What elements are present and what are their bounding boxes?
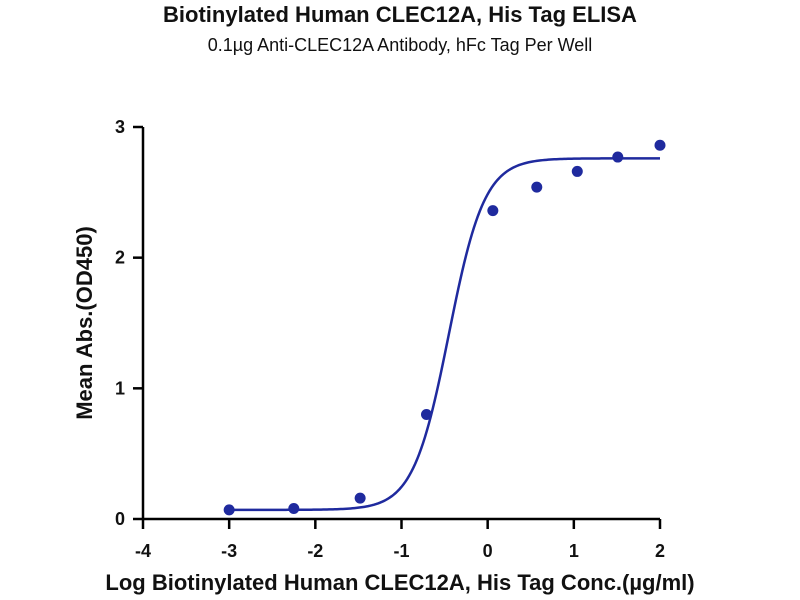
data-points xyxy=(223,139,666,516)
data-point xyxy=(654,139,666,151)
data-point xyxy=(288,503,300,515)
x-ticks: -4 -3 -2 -1 0 1 2 xyxy=(135,519,665,561)
data-point xyxy=(612,151,624,163)
y-tick-label: 0 xyxy=(115,509,125,529)
chart-title: Biotinylated Human CLEC12A, His Tag ELIS… xyxy=(163,2,637,27)
x-tick-label: -1 xyxy=(393,541,409,561)
data-point xyxy=(354,492,366,504)
y-tick-label: 1 xyxy=(115,378,125,398)
y-ticks: 0 1 2 3 xyxy=(115,117,143,529)
fit-curve xyxy=(229,157,660,512)
data-point xyxy=(531,181,543,193)
x-tick-label: 0 xyxy=(483,541,493,561)
chart-subtitle: 0.1µg Anti-CLEC12A Antibody, hFc Tag Per… xyxy=(207,35,593,55)
x-tick-label: 1 xyxy=(569,541,579,561)
x-tick-label: -4 xyxy=(135,541,151,561)
x-tick-label: -2 xyxy=(307,541,323,561)
data-point xyxy=(571,165,583,177)
y-axis-label: Mean Abs.(OD450) xyxy=(72,226,97,420)
x-tick-label: 2 xyxy=(655,541,665,561)
axes xyxy=(141,127,660,521)
data-point xyxy=(420,408,432,420)
x-tick-label: -3 xyxy=(221,541,237,561)
y-tick-label: 2 xyxy=(115,248,125,268)
data-point xyxy=(487,205,499,217)
y-tick-label: 3 xyxy=(115,117,125,137)
x-axis-label: Log Biotinylated Human CLEC12A, His Tag … xyxy=(105,570,694,595)
data-point xyxy=(223,504,235,516)
